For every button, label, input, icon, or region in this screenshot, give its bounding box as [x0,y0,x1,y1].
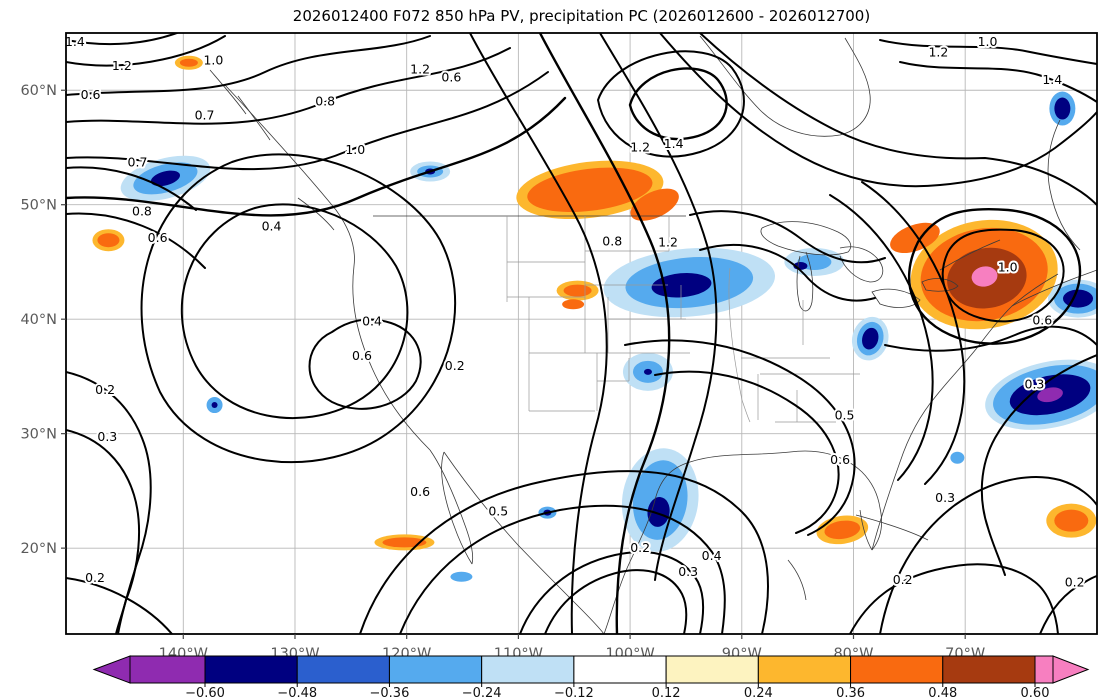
colorbar-tick-label: 0.60 [1021,686,1050,698]
contour-label: 1.4 [664,136,684,151]
anomaly-region-subtropical-pacific-low [211,402,218,409]
coastlines [209,35,1097,634]
contour-label: 0.5 [835,407,855,422]
colorbar-below-arrow [92,655,131,684]
contour-label: 0.5 [488,504,508,519]
contour-label: 0.6 [1032,312,1052,327]
plot-frame [65,32,1098,635]
contour-label: 1.0 [345,142,365,157]
colorbar-segment [665,655,759,684]
contour-label: 0.4 [702,548,722,563]
contour-label: 0.8 [132,204,152,219]
anomaly-region-labrador-low [1054,97,1071,120]
colorbar-segment [757,655,852,684]
contour-label: 1.0 [978,34,998,49]
contour-label: 1.2 [630,139,650,154]
contour-label: 1.0 [203,52,223,67]
contour-label: 0.7 [128,154,148,169]
colorbar: −0.60 −0.48 −0.36 −0.24 −0.12 0.12 0.24 0.36 0.4… [92,655,1090,698]
contour-label: 0.3 [1025,376,1045,391]
anomaly-region-southern-plains-low [643,368,652,375]
anomaly-region-tropical-atlantic-high [1054,509,1089,532]
y-tick-label: 20°N [20,541,57,557]
y-tick-label: 60°N [20,83,57,99]
contour-label: 0.4 [262,218,282,233]
contour-label: 0.6 [148,230,168,245]
colorbar-tick-label: −0.12 [554,686,594,698]
colorbar-tick-label: 0.48 [928,686,957,698]
colorbar-segment [204,655,298,684]
anomaly-region-baja-south-high [382,537,427,548]
pv-contours [66,33,1097,634]
contour-label: 1.0 [998,260,1018,275]
contour-label: 1.2 [112,58,132,73]
anomaly-region-northeast-us-high [971,266,998,287]
contour-label: 0.2 [95,382,115,397]
contour-label: 1.4 [1042,72,1062,87]
colorbar-above-arrow [1052,655,1090,684]
contour-label: 0.3 [97,429,117,444]
contour-label: 0.7 [195,107,215,122]
y-tick-label: 40°N [20,312,57,328]
anomaly-region-gulf-of-maine-low [1063,289,1094,308]
colorbar-tick-label: −0.36 [370,686,410,698]
contour-label: 1.4 [65,34,85,49]
anomaly-region-upper-midwest-low [651,273,712,298]
colorbar-segment [942,655,1036,684]
colorbar-tick-label: 0.12 [652,686,681,698]
y-tick-label: 50°N [20,198,57,214]
contour-label: 0.2 [1065,574,1085,589]
contour-label: 0.2 [445,358,465,373]
anomaly-region-bahamas-low [950,451,965,464]
anomaly-region-appalachians-low [862,327,879,350]
colorbar-segment [296,655,390,684]
anomaly-region-colorado-south-high [562,299,585,310]
anomaly-region-colorado-high [563,284,592,297]
colorbar-tick-label: −0.24 [462,686,502,698]
contour-label: 0.6 [352,348,372,363]
contour-label: 1.2 [658,234,678,249]
anomaly-region-yukon-high [179,58,198,67]
colorbar-tick-label: 0.24 [744,686,773,698]
y-tick-label: 30°N [20,427,57,443]
colorbar-tick-label: 0.36 [836,686,865,698]
contour-label: 1.2 [410,62,430,77]
chart-title: 2026012400 F072 850 hPa PV, precipitatio… [292,7,871,25]
colorbar-segment [573,655,667,684]
anomaly-region-tropical-pacific-low [450,571,473,582]
contour-labels: 1.4 1.2 1.0 0.7 0.6 0.8 1.0 1.2 0.6 1.2 1.4 0.8 1.2 0… [65,33,1087,591]
contour-label: 0.4 [362,313,382,328]
contour-label: 1.2 [928,44,948,59]
anomaly-region-west-atlantic-low [1037,387,1063,403]
colorbar-segment [388,655,483,684]
contour-label: 0.3 [678,564,698,579]
contour-label: 0.2 [893,572,913,587]
colorbar-segment [850,655,944,684]
contour-label: 0.8 [602,233,622,248]
contour-label: 0.8 [315,94,335,109]
colorbar-segment [481,655,575,684]
anomaly-region-prairies-east-arm-high [630,188,679,221]
contour-label: 0.2 [630,540,650,555]
anomaly-region-northeast-pacific-high [97,233,120,248]
contour-label: 0.6 [830,452,850,467]
contour-label: 0.6 [81,87,101,102]
anomaly-region-mexico-gulf-coast-low [647,497,670,527]
anomaly-region-cuba-high [824,520,861,540]
colorbar-tick-label: −0.60 [185,686,225,698]
colorbar-tick-label: −0.48 [277,686,317,698]
y-axis: 20°N 30°N 40°N 50°N 60°N [20,83,66,557]
contour-label: 0.2 [85,570,105,585]
contour-label: 0.3 [935,490,955,505]
anomaly-region-gulf-of-alaska-coast-low [150,170,181,187]
contour-label: 0.6 [441,70,461,85]
contour-label: 0.6 [410,484,430,499]
